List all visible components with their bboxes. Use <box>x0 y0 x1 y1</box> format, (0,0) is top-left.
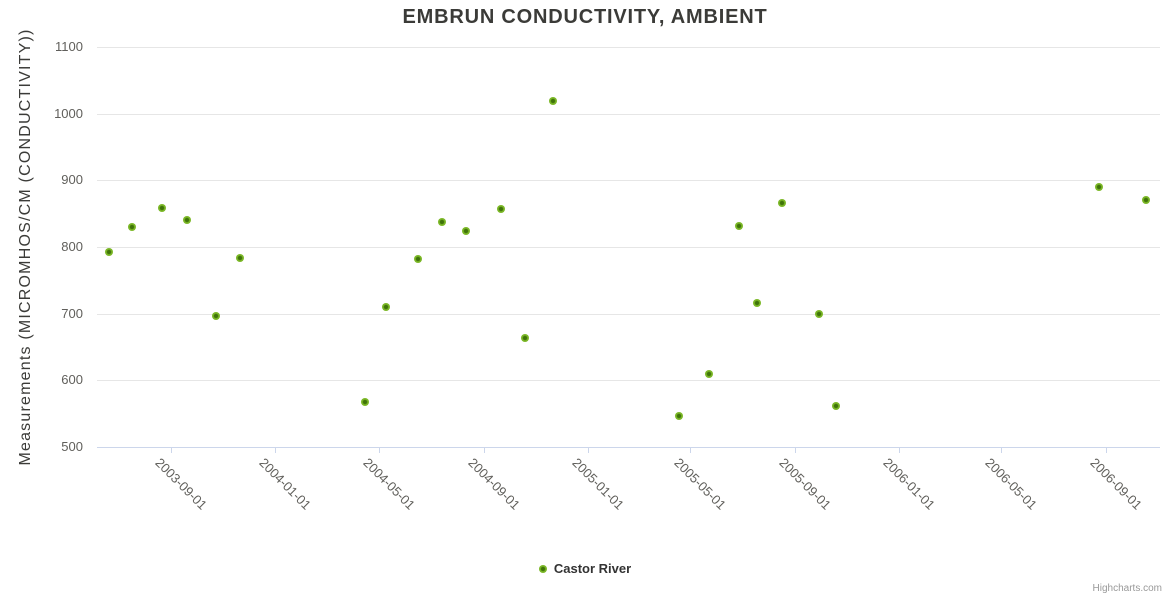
x-axis-label: 2003-09-01 <box>152 455 211 513</box>
x-axis-line <box>97 447 1160 448</box>
y-axis-label: 1100 <box>55 39 83 54</box>
data-point[interactable] <box>735 221 744 230</box>
data-point[interactable] <box>1142 196 1151 205</box>
x-axis-label: 2005-05-01 <box>671 455 729 513</box>
data-point[interactable] <box>182 215 191 224</box>
data-point[interactable] <box>521 334 530 343</box>
data-point[interactable] <box>549 97 558 105</box>
gridline <box>97 247 1160 248</box>
gridline <box>97 180 1160 182</box>
x-axis-label: 2006-05-01 <box>982 455 1041 513</box>
x-axis-label: 2006-01-01 <box>880 455 938 513</box>
data-point[interactable] <box>211 311 220 320</box>
y-axis-label: 500 <box>61 439 83 454</box>
y-axis-label: 700 <box>61 305 83 321</box>
data-point[interactable] <box>104 247 113 256</box>
legend: Castor River <box>0 561 1170 576</box>
data-point[interactable] <box>1094 183 1103 191</box>
x-axis-label: 2004-01-01 <box>256 455 315 513</box>
data-point[interactable] <box>674 411 683 420</box>
y-axis-label: 900 <box>61 172 83 188</box>
gridline <box>97 113 1160 115</box>
data-point[interactable] <box>778 199 787 207</box>
x-axis-tick <box>898 447 900 453</box>
data-point[interactable] <box>382 303 391 311</box>
data-point[interactable] <box>128 223 136 231</box>
data-point[interactable] <box>360 398 369 407</box>
data-point[interactable] <box>157 204 166 213</box>
data-point[interactable] <box>814 309 823 318</box>
x-axis-tick <box>483 447 485 453</box>
x-axis-tick <box>171 447 173 453</box>
x-axis-label: 2004-05-01 <box>359 455 418 513</box>
data-point[interactable] <box>413 255 422 263</box>
highcharts-credits-link[interactable]: Highcharts.com <box>1092 583 1162 594</box>
y-axis-label: 1000 <box>54 105 83 121</box>
x-axis-tick <box>587 447 589 453</box>
y-axis-label: 600 <box>61 372 83 388</box>
chart-title: EMBRUN CONDUCTIVITY, AMBIENT <box>402 6 768 28</box>
data-point[interactable] <box>461 227 470 235</box>
y-axis-label: 800 <box>61 239 83 254</box>
legend-item-castor-river[interactable]: Castor River <box>538 561 632 576</box>
data-point[interactable] <box>704 370 713 379</box>
gridline <box>97 47 1160 48</box>
x-axis-tick <box>1001 447 1003 453</box>
x-axis-label: 2005-09-01 <box>776 455 834 513</box>
data-point[interactable] <box>496 205 505 213</box>
legend-label: Castor River <box>553 561 632 576</box>
x-axis-label: 2004-09-01 <box>464 455 523 513</box>
data-point[interactable] <box>753 299 762 307</box>
x-axis-tick <box>794 447 796 453</box>
x-axis-tick <box>689 447 691 453</box>
x-axis-tick <box>378 447 380 453</box>
legend-marker-circle-icon <box>538 564 547 573</box>
data-point[interactable] <box>831 401 840 410</box>
data-point[interactable] <box>235 253 244 262</box>
x-axis-tick <box>1106 447 1108 453</box>
x-axis-tick <box>275 447 277 453</box>
gridline <box>97 380 1160 382</box>
data-point[interactable] <box>437 217 446 226</box>
x-axis-label: 2006-09-01 <box>1087 455 1146 513</box>
x-axis-label: 2005-01-01 <box>568 455 627 513</box>
gridline <box>97 313 1160 315</box>
